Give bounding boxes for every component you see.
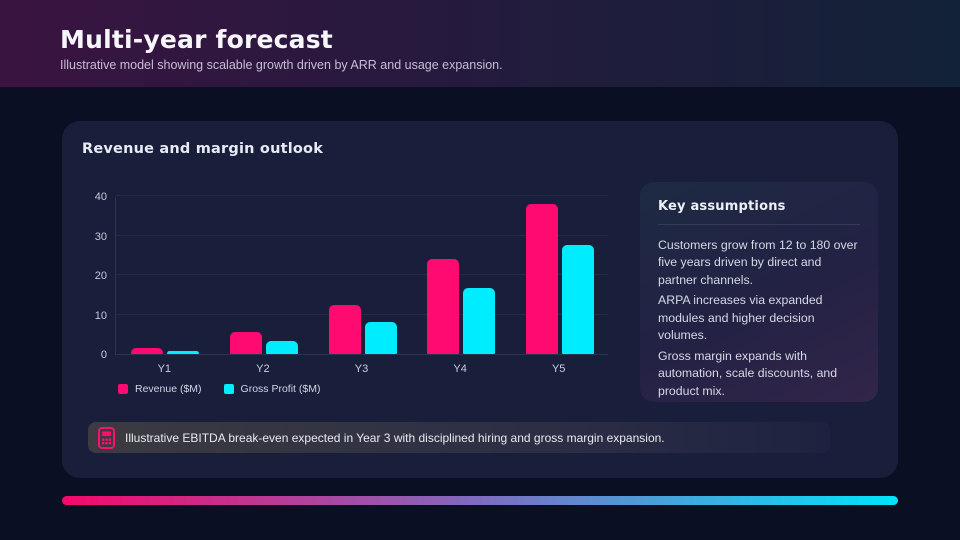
grid-line xyxy=(116,195,608,196)
y-tick-label: 10 xyxy=(94,309,107,322)
chart-bar xyxy=(525,203,558,354)
legend-label: Revenue ($M) xyxy=(135,383,202,395)
y-tick-label: 40 xyxy=(94,191,107,203)
page-title: Multi-year forecast xyxy=(60,25,333,54)
x-tick-label: Y5 xyxy=(551,363,566,375)
chart-bar xyxy=(427,259,460,354)
x-tick-label: Y3 xyxy=(354,363,369,375)
chart-bar xyxy=(561,244,594,354)
legend-item: Revenue ($M) xyxy=(118,383,202,395)
chart-bar xyxy=(131,348,164,354)
x-tick-label: Y1 xyxy=(157,363,172,375)
chart-bar xyxy=(328,305,361,354)
chart-plot xyxy=(115,195,608,355)
note-text: Illustrative EBITDA break-even expected … xyxy=(125,430,665,445)
bar-chart: Revenue ($M) Gross Profit ($M) 0 10 20 30 40 Y… xyxy=(70,191,630,407)
panel-title: Key assumptions xyxy=(658,199,786,214)
chart-legend: Revenue ($M) Gross Profit ($M) xyxy=(118,383,320,395)
chart-bar xyxy=(265,340,298,354)
calculator-icon xyxy=(98,426,115,449)
assumption-item: Gross margin expands with automation, sc… xyxy=(658,348,838,398)
chart-bar xyxy=(463,287,496,354)
grid-line xyxy=(116,234,608,236)
accent-gradient-bar xyxy=(62,496,898,505)
legend-label: Gross Profit ($M) xyxy=(240,383,321,395)
y-tick-label: 20 xyxy=(94,270,107,282)
chart-bar xyxy=(364,322,397,354)
legend-swatch xyxy=(223,384,234,394)
legend-swatch xyxy=(118,384,128,394)
chart-bar xyxy=(229,332,262,354)
y-tick-label: 0 xyxy=(100,349,107,361)
assumption-item: ARPA increases via expanded modules and … xyxy=(658,293,823,343)
slide-header: Multi-year forecast Illustrative model s… xyxy=(0,0,960,87)
y-tick-label: 30 xyxy=(94,230,107,243)
grid-line xyxy=(116,274,608,275)
chart-bar xyxy=(167,350,200,354)
panel-divider xyxy=(658,224,860,225)
page-subtitle: Illustrative model showing scalable grow… xyxy=(60,58,503,72)
key-assumptions-panel: Key assumptions Customers grow from 12 t… xyxy=(640,182,878,402)
ebitda-note: Illustrative EBITDA break-even expected … xyxy=(88,422,830,453)
assumption-item: Customers grow from 12 to 180 over five … xyxy=(658,238,858,287)
forecast-card: Revenue and margin outlook Revenue ($M) G… xyxy=(62,121,898,478)
grid-line xyxy=(116,313,608,315)
x-tick-label: Y2 xyxy=(256,363,270,375)
x-tick-label: Y4 xyxy=(453,363,467,375)
legend-item: Gross Profit ($M) xyxy=(223,383,321,395)
chart-title: Revenue and margin outlook xyxy=(82,141,324,157)
